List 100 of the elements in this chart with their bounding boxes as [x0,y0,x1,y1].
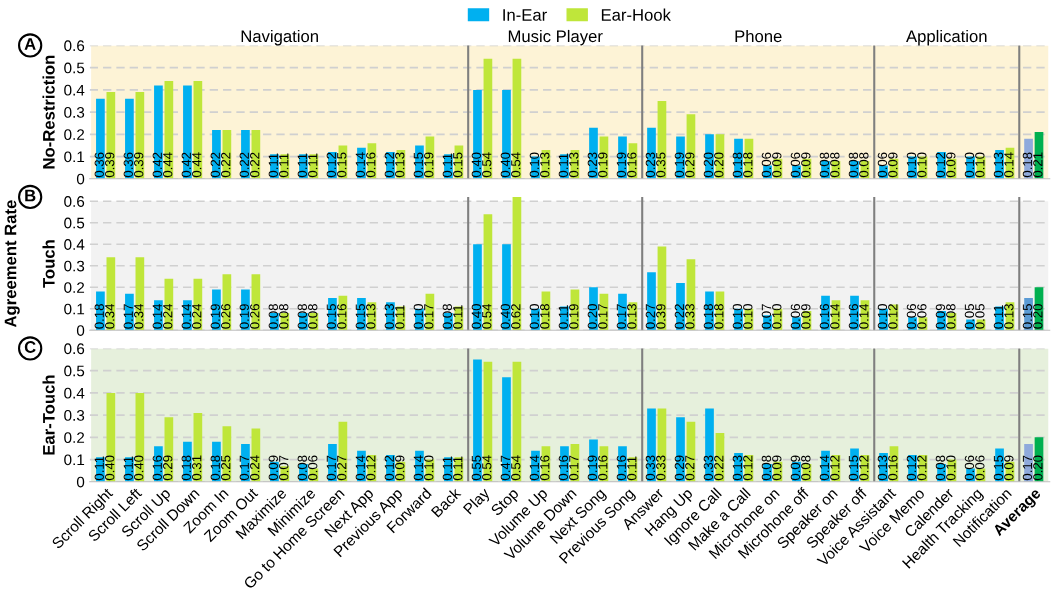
data-label: 0.62 [511,304,521,329]
data-label: 0.54 [482,455,492,481]
data-label: 0.47 [500,455,511,481]
data-label: 0.15 [848,455,859,481]
data-label: 0.19 [598,152,608,178]
data-label: 0.09 [801,304,811,329]
data-label: 0.08 [946,304,956,329]
data-label: 0.09 [772,455,782,481]
bar [106,392,116,482]
data-label: 0.09 [790,455,801,481]
data-label: 0.13 [993,152,1004,178]
data-label: 0.44 [192,152,202,178]
data-label: 0.33 [685,304,695,329]
data-label: 0.09 [888,152,898,178]
bar [647,272,656,331]
data-label: 0.06 [877,152,888,178]
data-label: 0.17 [239,455,249,481]
bar [154,85,163,179]
data-label: 0.08 [297,455,307,481]
data-label: 0.40 [471,304,482,329]
data-label: 0.54 [482,303,492,329]
data-label: 0.12 [859,455,869,481]
data-label: 0.15 [326,304,336,329]
data-label: 0.25 [221,455,231,481]
data-label: 0.33 [703,455,714,481]
data-label: 0.06 [308,455,318,481]
data-label: 0.20 [1033,455,1043,481]
data-label: 0.13 [1004,304,1014,329]
data-label: 0.39 [105,152,115,178]
data-label: 0.08 [830,152,840,178]
data-label: 0.13 [395,152,405,178]
bar [183,85,192,179]
data-label: 0.06 [975,455,985,481]
data-label: 0.35 [656,152,666,178]
bar [473,244,482,331]
legend-label: In-Ear [503,9,547,21]
data-label: 0.19 [616,152,627,178]
legend-label: Ear-Hook [601,8,671,21]
y-axis-title: No-Restriction [42,55,55,169]
data-label: 0.54 [511,152,521,178]
data-label: 0.18 [703,304,714,329]
data-label: 0.11 [453,456,463,481]
bar [125,98,134,179]
y-tick-label: 0.3 [64,106,85,118]
data-label: 0.42 [181,152,191,178]
data-label: 0.14 [355,455,365,481]
y-tick-label: 0 [76,325,85,336]
data-label: 0.54 [511,455,521,481]
data-label: 0.09 [772,152,782,178]
data-label: 0.08 [859,152,869,178]
data-label: 0.10 [413,304,423,329]
data-label: 0.15 [1022,304,1033,329]
data-label: 0.24 [192,303,202,329]
data-label: 0.40 [105,455,115,481]
data-label: 0.12 [906,455,917,481]
data-label: 0.16 [616,455,627,481]
data-label: 0.18 [210,455,220,481]
data-label: 0.14 [830,303,840,329]
data-label: 0.39 [134,152,144,178]
data-label: 0.24 [163,303,173,329]
data-label: 0.08 [819,152,830,178]
data-label: 0.55 [471,455,482,481]
y-tick-label: 0.6 [64,40,85,52]
data-label: 0.08 [442,304,452,329]
data-label: 0.10 [917,152,927,178]
y-tick-label: 0.2 [64,432,85,444]
data-label: 0.18 [714,304,724,329]
y-tick-label: 0.3 [64,260,85,272]
data-label: 0.29 [674,455,685,481]
data-label: 0.18 [181,455,191,481]
data-label: 0.11 [308,153,318,178]
data-label: 0.18 [732,152,743,178]
text: A [24,38,36,50]
data-label: 0.17 [616,304,627,329]
data-label: 0.29 [685,152,695,178]
data-label: 0.10 [743,304,753,329]
data-label: 0.08 [279,304,289,329]
data-label: 0.11 [279,153,289,178]
data-label: 0.13 [366,304,376,329]
data-label: 0.36 [123,152,133,178]
data-label: 0.20 [703,152,714,178]
data-label: 0.15 [355,304,365,329]
data-label: 0.09 [801,152,811,178]
bar [212,129,221,179]
data-label: 0.17 [326,455,336,481]
data-label: 0.29 [163,455,173,481]
data-label: 0.22 [221,152,231,178]
data-label: 0.06 [906,304,917,329]
text: Agreement Rate [4,200,20,328]
data-label: 0.10 [772,304,782,329]
data-label: 0.10 [529,304,540,329]
data-label: 0.12 [326,152,336,178]
y-tick-label: 0 [76,476,85,488]
data-label: 0.12 [366,455,376,481]
data-label: 0.14 [355,152,365,178]
data-label: 0.27 [645,304,656,329]
data-label: 0.14 [819,455,830,481]
y-tick-label: 0.6 [64,343,85,355]
data-label: 0.11 [627,456,637,481]
text: C [24,341,36,353]
